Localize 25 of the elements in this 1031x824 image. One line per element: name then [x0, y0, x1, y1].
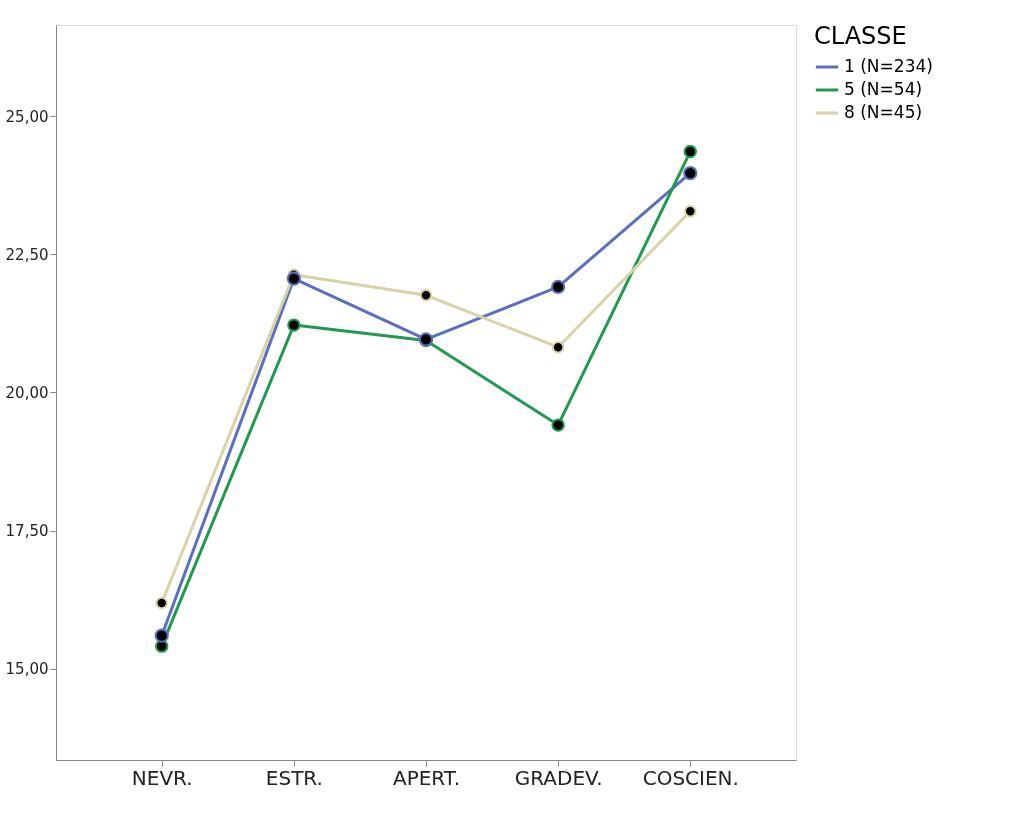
point	[551, 340, 565, 354]
point	[154, 628, 169, 643]
legend-label: 5 (N=54)	[844, 79, 923, 99]
legend-label: 1 (N=234)	[844, 56, 933, 76]
point	[684, 205, 697, 218]
y-tick-label: 20,00	[5, 384, 49, 402]
y-tick-label: 17,50	[5, 522, 49, 541]
x-tick-label: ESTR.	[265, 765, 323, 790]
point	[683, 144, 697, 159]
legend-title: CLASSE	[814, 22, 907, 50]
legend-label: 8 (N=45)	[844, 102, 923, 122]
y-tick-label: 15,00	[5, 660, 49, 679]
x-tick-label: NEVR.	[131, 765, 193, 790]
x-tick-label: COSCIEN.	[642, 765, 739, 790]
point	[155, 596, 168, 610]
point	[551, 279, 566, 295]
point	[287, 318, 301, 332]
y-tick-label: 25,00	[5, 107, 49, 126]
x-tick-label: APERT.	[392, 765, 461, 790]
y-tick-label: 22,50	[5, 245, 49, 264]
point	[286, 271, 301, 286]
point	[419, 289, 433, 302]
point	[683, 165, 698, 181]
x-tick-label: GRADEV.	[514, 765, 603, 790]
point	[551, 418, 565, 432]
